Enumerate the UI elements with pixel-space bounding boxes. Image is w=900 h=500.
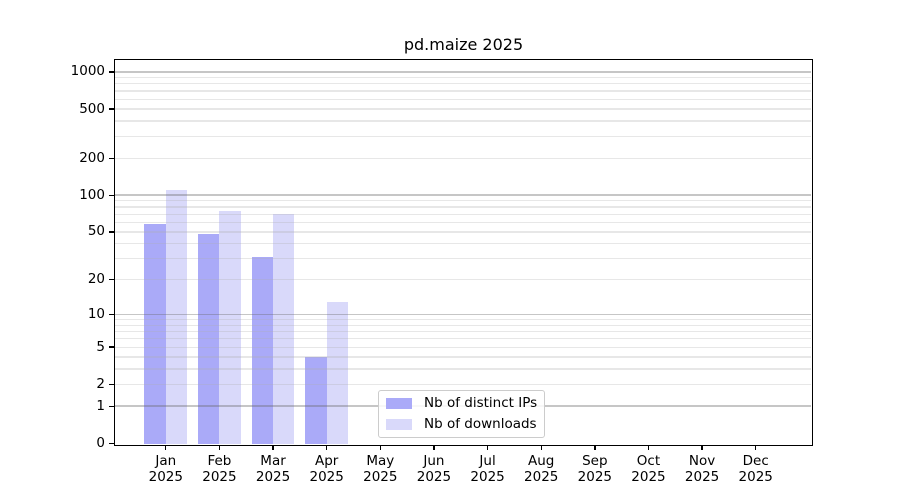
- y-tick-label: 50: [87, 223, 105, 240]
- y-tick-label: 0: [96, 435, 105, 451]
- y-tick: [108, 442, 114, 445]
- y-tick-label: 5: [96, 338, 105, 355]
- y-tick: [108, 279, 114, 281]
- x-tick: [647, 444, 650, 450]
- y-tick: [108, 194, 114, 196]
- x-tick-label-may: May 2025: [363, 452, 398, 486]
- bar-nb-of-downloads-jan: [165, 190, 188, 444]
- y-tick: [108, 231, 114, 233]
- x-tick: [701, 444, 703, 450]
- chart-title: pd.maize 2025: [403, 35, 524, 54]
- bar-nb-of-distinct-ips-jan: [144, 224, 166, 444]
- bar-nb-of-downloads-feb: [219, 210, 241, 444]
- y-tick-label: 200: [79, 149, 105, 166]
- y-tick-label: 20: [87, 271, 105, 288]
- bar-nb-of-downloads-mar: [273, 214, 295, 444]
- x-tick-label-nov: Nov 2025: [684, 452, 720, 486]
- legend-label-distinct-ips: Nb of distinct IPs: [424, 395, 538, 411]
- x-tick-label-feb: Feb 2025: [202, 452, 237, 486]
- x-tick: [218, 444, 221, 450]
- legend-swatch-downloads: [386, 419, 412, 430]
- x-tick: [165, 444, 167, 450]
- y-tick: [108, 383, 114, 386]
- y-tick: [108, 71, 114, 73]
- x-tick-label-dec: Dec 2025: [738, 452, 773, 486]
- bar-nb-of-downloads-apr: [326, 301, 349, 444]
- y-tick-label: 1000: [70, 63, 105, 80]
- y-tick: [108, 405, 114, 407]
- x-tick: [755, 444, 757, 450]
- x-tick-label-aug: Aug 2025: [524, 452, 559, 486]
- y-tick: [108, 346, 114, 348]
- x-tick-label-jul: Jul 2025: [470, 452, 505, 486]
- bar-nb-of-distinct-ips-mar: [251, 257, 274, 444]
- y-tick-label: 1: [96, 397, 105, 414]
- legend-label-downloads: Nb of downloads: [424, 416, 537, 432]
- x-tick: [594, 444, 596, 450]
- y-tick: [108, 108, 114, 110]
- y-tick-label: 100: [79, 186, 105, 203]
- bar-layer: [115, 60, 811, 444]
- x-tick: [272, 444, 274, 450]
- x-tick: [379, 444, 381, 450]
- x-tick-label-mar: Mar 2025: [255, 452, 291, 486]
- y-tick-label: 500: [79, 100, 105, 117]
- x-tick-label-jan: Jan 2025: [148, 452, 183, 486]
- x-tick: [325, 444, 328, 450]
- legend-item-downloads: Nb of downloads: [386, 416, 538, 433]
- legend-item-distinct-ips: Nb of distinct IPs: [386, 395, 538, 412]
- x-tick-label-apr: Apr 2025: [309, 452, 344, 486]
- bar-nb-of-distinct-ips-apr: [305, 356, 327, 444]
- x-tick-label-jun: Jun 2025: [416, 452, 452, 486]
- y-tick-label: 2: [96, 375, 105, 392]
- legend: Nb of distinct IPs Nb of downloads: [378, 390, 545, 438]
- x-tick-label-oct: Oct 2025: [631, 452, 666, 486]
- x-tick: [433, 444, 435, 450]
- y-tick: [108, 157, 114, 159]
- legend-swatch-distinct-ips: [386, 398, 412, 409]
- x-tick: [486, 444, 489, 450]
- bar-nb-of-distinct-ips-feb: [198, 234, 220, 444]
- x-tick: [540, 444, 542, 450]
- y-tick-label: 10: [87, 306, 105, 322]
- y-tick: [108, 313, 114, 316]
- x-tick-label-sep: Sep 2025: [577, 452, 612, 486]
- plot-area: 0 1 2 5 10 20 50 100 200 500 1000 Jan 2025 Feb 2025 M…: [71, 58, 813, 485]
